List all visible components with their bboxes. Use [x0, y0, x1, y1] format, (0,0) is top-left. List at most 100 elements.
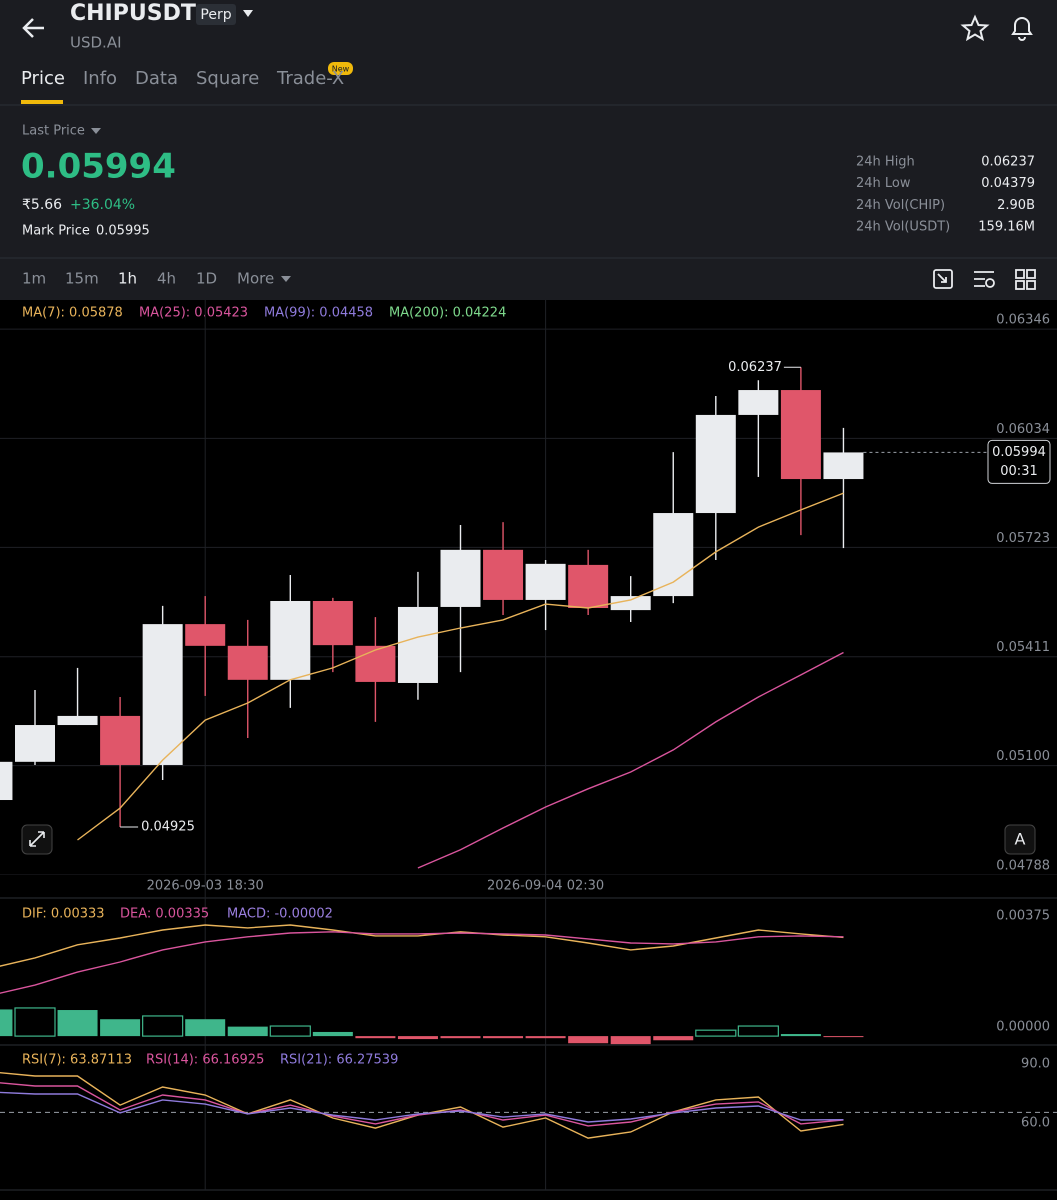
stat-value: 2.90B [997, 198, 1035, 213]
candle-body [57, 715, 98, 726]
macd-bar [525, 1036, 566, 1039]
y-tick-label: 0.06346 [996, 313, 1050, 328]
candle-body [695, 414, 736, 514]
stat-value: 0.04379 [981, 176, 1035, 191]
candle-body [227, 645, 268, 680]
macd-bar [780, 1034, 821, 1037]
indicator-line [0, 1091, 844, 1123]
y-tick-label: 0.05100 [996, 749, 1050, 764]
favorite-button[interactable] [960, 14, 990, 42]
candle-body [142, 624, 183, 765]
interval[interactable]: 4h [157, 270, 176, 288]
macd-bar [312, 1031, 353, 1037]
legend-entry: DEA: 0.00335 [120, 907, 209, 922]
legend-entry: MA(7): 0.05878 [22, 306, 123, 321]
badge: Perp [200, 7, 231, 23]
candle-body [780, 390, 821, 480]
candle-body [0, 761, 13, 801]
macd-bar [397, 1036, 438, 1040]
legend-entry: RSI(14): 66.16925 [146, 1053, 264, 1068]
new-badge: New [332, 65, 350, 74]
mark-price-label: Mark Price [22, 224, 90, 239]
candle-body [270, 600, 311, 680]
last-price-dropdown[interactable] [91, 128, 101, 134]
tab[interactable]: Price [21, 68, 65, 89]
layout-icon [1026, 269, 1036, 279]
stat-label: 24h Vol(CHIP) [856, 198, 945, 213]
tab[interactable]: Data [135, 68, 178, 89]
tab[interactable]: Square [196, 68, 259, 89]
candle-body [100, 715, 141, 765]
macd-bar [185, 1019, 226, 1037]
x-tick-label: 2026-09-03 18:30 [147, 879, 264, 894]
macd-bar [0, 1009, 13, 1037]
indicator-line [0, 1082, 844, 1127]
auto-scale-button[interactable] [1004, 824, 1036, 855]
layout-button[interactable] [1015, 269, 1025, 279]
price-change: +36.04% [70, 197, 135, 213]
more-dropdown[interactable] [281, 276, 291, 282]
countdown: 00:31 [1000, 464, 1037, 479]
candle-body [15, 725, 55, 762]
candle-body [483, 549, 524, 600]
y-tick-label: 0.04788 [996, 859, 1050, 874]
legend-entry: MA(99): 0.04458 [264, 306, 373, 321]
back-button[interactable] [22, 18, 44, 38]
interval[interactable]: 1m [22, 270, 46, 288]
interval[interactable]: 15m [65, 270, 99, 288]
fiat-price: ₹5.66 [22, 197, 62, 213]
chart-toolbar [933, 269, 1036, 290]
badge-background [196, 4, 236, 25]
fullscreen-icon [29, 831, 45, 847]
legend-entry: RSI(21): 66.27539 [280, 1053, 398, 1068]
panel [0, 924, 864, 1045]
indicator-button[interactable] [933, 269, 953, 289]
macd-bar [227, 1026, 268, 1037]
indicator-line [77, 492, 844, 841]
macd-bar [483, 1036, 524, 1039]
alert-button[interactable] [1011, 17, 1033, 41]
y-tick-label: 0.06034 [996, 422, 1050, 437]
stat-label: 24h Vol(USDT) [856, 220, 950, 235]
low-label: 0.04925 [141, 819, 195, 834]
legend-entry: MA(200): 0.04224 [389, 306, 506, 321]
interval[interactable]: 1h [118, 270, 137, 288]
macd-bar [100, 1019, 141, 1037]
macd-bar [695, 1029, 737, 1037]
macd-bar [568, 1036, 609, 1044]
candle-body [568, 564, 609, 608]
y-tick-label: 0.05723 [996, 531, 1050, 546]
macd-bar [57, 1010, 98, 1037]
tab[interactable]: Info [83, 68, 117, 89]
macd-bar [440, 1036, 481, 1039]
tab[interactable]: Trade-X [276, 68, 344, 89]
candle-body [610, 596, 651, 611]
mark-price: 0.05995 [96, 224, 150, 239]
y-tick-label: 0.05411 [996, 640, 1050, 655]
stat-label: 24h High [856, 155, 915, 170]
macd-bar [823, 1036, 864, 1038]
candle-body [440, 549, 481, 607]
candle-body [653, 513, 694, 597]
chart-layer: 0.06346 0.06034 0.05723 0.05411 0.05100 0.047… [0, 300, 1057, 1190]
new-badge-background [328, 62, 353, 75]
macd-bar [610, 1036, 651, 1045]
settings-button[interactable] [974, 271, 994, 287]
candle-body [185, 624, 226, 646]
legend-entry: MACD: -0.00002 [227, 907, 333, 922]
candle-body [355, 645, 396, 682]
symbol-dropdown[interactable] [243, 10, 253, 17]
x-tick-label: 2026-09-04 02:30 [487, 879, 604, 894]
legend-entry: DIF: 0.00333 [22, 907, 105, 922]
interval[interactable]: More [237, 270, 274, 288]
symbol: CHIPUSDT [70, 1, 196, 26]
interval[interactable]: 1D [196, 270, 217, 288]
y-tick-label: 0.00375 [996, 908, 1050, 923]
indicator-line [0, 931, 844, 994]
last-price-label: Last Price [22, 124, 85, 139]
y-tick-label: 0.00000 [996, 1020, 1050, 1035]
panel [0, 1072, 1057, 1139]
last-price-tag-label: 0.05994 [992, 445, 1046, 460]
indicator-line [0, 924, 844, 967]
candle-body [738, 390, 779, 415]
